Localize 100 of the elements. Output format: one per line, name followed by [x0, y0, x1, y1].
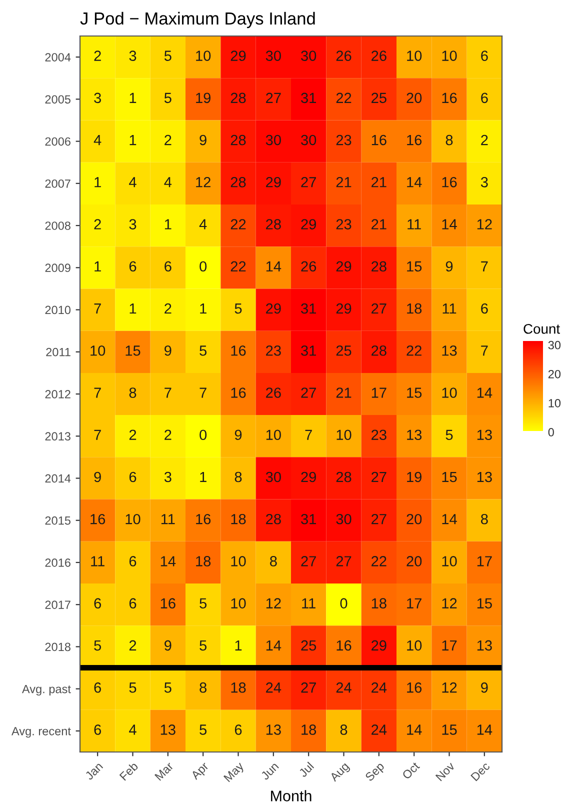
data-label: 24: [372, 682, 387, 693]
data-label: 22: [406, 345, 422, 356]
data-label: 8: [129, 388, 136, 398]
data-label: 26: [301, 261, 316, 272]
data-label: 13: [160, 724, 176, 735]
data-label: 30: [301, 50, 316, 61]
data-label: 1: [200, 472, 206, 482]
data-label: 14: [407, 724, 422, 735]
data-label: 2: [481, 134, 488, 146]
data-label: 28: [372, 261, 386, 272]
data-label: 5: [164, 92, 172, 104]
y-tick-label: 2005: [45, 95, 70, 104]
data-label: 7: [481, 261, 488, 272]
data-label: 5: [200, 346, 207, 356]
data-label: 8: [446, 134, 453, 146]
data-label: 29: [336, 303, 352, 314]
y-tick-label: 2018: [45, 642, 70, 652]
data-label: 5: [200, 640, 207, 651]
data-label: 1: [130, 92, 136, 103]
data-label: 30: [266, 50, 281, 61]
data-label: 8: [270, 556, 277, 566]
data-label: 9: [164, 345, 172, 356]
x-tick-label: Oct: [402, 761, 420, 780]
x-tick-label: Mar: [154, 761, 174, 781]
y-tick-label: 2012: [45, 390, 70, 398]
data-label: 22: [230, 261, 246, 272]
data-label: 12: [442, 682, 457, 693]
y-tick-label: 2008: [45, 222, 70, 230]
x-tick-label: May: [223, 761, 246, 784]
x-tick-label: Feb: [119, 761, 139, 781]
data-label: 10: [231, 598, 246, 609]
data-label: 13: [442, 345, 457, 356]
data-label: 14: [407, 177, 422, 188]
data-label: 6: [481, 303, 488, 314]
x-tick-label: Sep: [364, 762, 386, 784]
data-label: 23: [266, 345, 281, 356]
x-tick-label: Nov: [435, 761, 456, 782]
data-label: 13: [477, 640, 492, 651]
data-label: 6: [129, 598, 136, 609]
data-label: 16: [407, 134, 422, 146]
data-label: 21: [336, 388, 352, 398]
data-label: 14: [477, 388, 492, 398]
data-label: 1: [200, 304, 206, 314]
data-label: 29: [301, 219, 316, 230]
data-label: 8: [340, 724, 348, 735]
data-label: 18: [407, 303, 422, 314]
data-label: 0: [340, 598, 348, 609]
data-label: 6: [481, 92, 488, 104]
data-label: 15: [477, 598, 492, 609]
data-label: 27: [336, 556, 352, 566]
data-label: 11: [442, 304, 456, 314]
data-label: 9: [94, 472, 101, 482]
data-label: 6: [129, 472, 136, 482]
data-label: 31: [301, 303, 316, 314]
data-label: 27: [372, 303, 386, 314]
data-label: 10: [196, 50, 211, 61]
data-label: 26: [336, 50, 352, 61]
data-label: 5: [129, 682, 136, 693]
data-label: 5: [446, 430, 453, 440]
data-label: 10: [266, 430, 281, 440]
data-label: 10: [442, 388, 457, 398]
data-label: 10: [442, 50, 457, 61]
data-label: 24: [372, 724, 387, 735]
data-label: 27: [301, 682, 316, 693]
data-label: 16: [407, 682, 422, 693]
data-label: 6: [129, 556, 136, 566]
data-label: 4: [199, 219, 207, 230]
data-label: 30: [336, 514, 352, 524]
data-label: 11: [302, 598, 316, 608]
data-label: 7: [200, 388, 206, 398]
data-label: 10: [407, 640, 422, 651]
color-bar-label: 0: [548, 428, 554, 436]
data-label: 6: [129, 261, 136, 272]
data-label: 6: [94, 724, 101, 735]
y-tick-label: 2015: [45, 516, 70, 525]
data-label: 6: [481, 50, 488, 61]
data-label: 3: [129, 50, 136, 61]
data-label: 27: [301, 388, 316, 398]
data-label: 18: [196, 556, 211, 566]
data-label: 16: [90, 514, 106, 524]
data-label: 14: [266, 640, 282, 650]
data-label: 31: [301, 345, 316, 356]
data-label: 15: [442, 724, 457, 735]
data-label: 29: [372, 640, 386, 651]
y-tick-label: Avg. recent: [11, 727, 71, 738]
data-label: 12: [442, 598, 457, 608]
data-label: 7: [481, 346, 488, 356]
data-label: 27: [372, 472, 386, 482]
data-label: 21: [372, 177, 386, 188]
data-label: 7: [305, 430, 312, 440]
data-label: 8: [234, 472, 242, 482]
y-tick-label: 2014: [45, 474, 71, 483]
data-label: 9: [446, 261, 453, 272]
data-label: 19: [407, 472, 422, 482]
data-label: 2: [164, 134, 172, 146]
data-label: 29: [336, 261, 352, 272]
y-tick-label: 2006: [45, 137, 70, 146]
data-label: 5: [200, 598, 207, 609]
data-label: 6: [164, 261, 172, 272]
data-label: 22: [336, 92, 352, 103]
